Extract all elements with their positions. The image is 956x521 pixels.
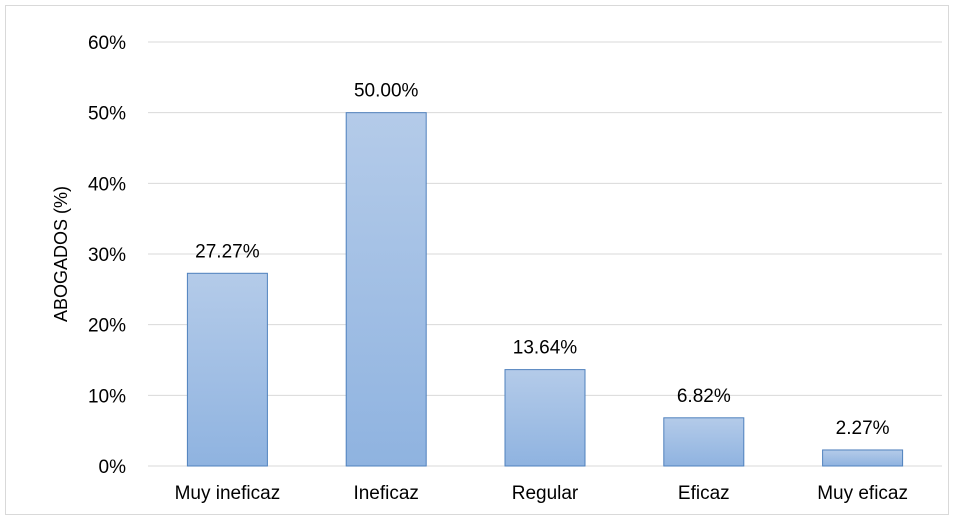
data-labels: 27.27% 50.00% 13.64% 6.82% 2.27% xyxy=(195,81,889,439)
bar xyxy=(663,417,745,467)
chart-frame: 0% 10% 20% 30% 40% 50% 60% 27.27% 50.00% 13.64% 6… xyxy=(5,5,949,515)
y-tick-label: 40% xyxy=(88,174,126,195)
data-label: 27.27% xyxy=(195,241,260,262)
category-label: Muy eficaz xyxy=(817,483,908,504)
y-tick-label: 10% xyxy=(88,386,126,407)
data-label: 2.27% xyxy=(836,418,890,439)
bars xyxy=(186,112,904,467)
data-label: 13.64% xyxy=(513,338,578,359)
y-tick-label: 60% xyxy=(88,33,126,54)
x-axis-categories: Muy ineficaz Ineficaz Regular Eficaz Muy efi… xyxy=(175,483,908,504)
y-axis-ticks: 0% 10% 20% 30% 40% 50% 60% xyxy=(88,33,126,478)
bar-chart: 0% 10% 20% 30% 40% 50% 60% 27.27% 50.00% 13.64% 6… xyxy=(51,33,942,504)
bar xyxy=(345,112,427,467)
category-label: Regular xyxy=(512,483,579,504)
y-tick-label: 30% xyxy=(88,245,126,266)
bar xyxy=(186,272,268,467)
data-label: 6.82% xyxy=(677,386,731,407)
bar xyxy=(822,449,904,467)
category-label: Ineficaz xyxy=(353,483,418,504)
category-label: Muy ineficaz xyxy=(175,483,281,504)
y-tick-label: 0% xyxy=(99,457,127,478)
data-label: 50.00% xyxy=(354,81,419,102)
y-axis-title: ABOGADOS (%) xyxy=(51,186,71,322)
gridlines xyxy=(148,41,942,467)
y-tick-label: 20% xyxy=(88,316,126,337)
category-label: Eficaz xyxy=(678,483,730,504)
y-tick-label: 50% xyxy=(88,104,126,125)
bar xyxy=(504,369,586,467)
